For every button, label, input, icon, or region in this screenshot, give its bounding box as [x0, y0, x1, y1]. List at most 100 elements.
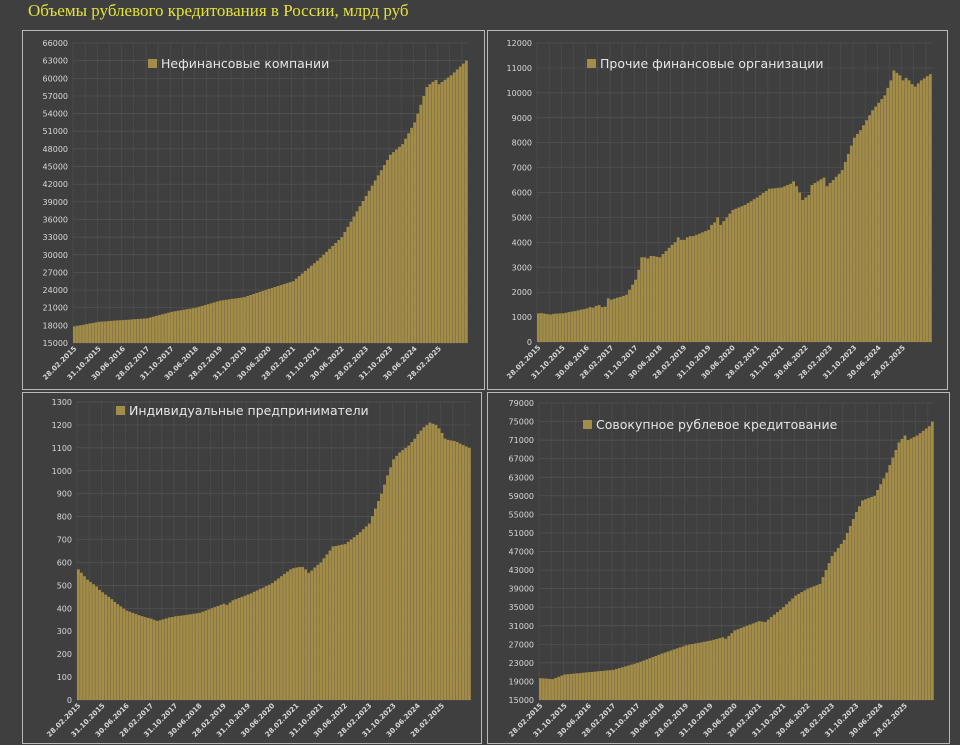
bar: [573, 311, 577, 342]
bar: [103, 321, 107, 343]
bar: [434, 80, 438, 343]
y-tick-label: 43000: [509, 566, 534, 575]
bar: [648, 658, 652, 700]
bar: [551, 679, 554, 700]
bar: [361, 529, 365, 700]
chart-svg: 15000 18000 21000 24000 27000 30000 33000 36000…: [41, 39, 468, 382]
bar: [392, 459, 395, 700]
bar: [192, 613, 195, 700]
bar: [101, 592, 105, 700]
bar: [152, 619, 156, 700]
bar: [198, 612, 202, 700]
y-tick-label: 4000: [512, 238, 532, 247]
bar: [593, 671, 597, 700]
bar: [149, 618, 153, 700]
bar: [631, 284, 634, 342]
bar: [322, 558, 326, 700]
bar: [709, 640, 712, 700]
bar: [667, 247, 671, 342]
bar: [367, 190, 371, 343]
bar: [79, 325, 82, 343]
bar: [864, 499, 867, 700]
bar: [727, 635, 731, 700]
bar: [215, 301, 219, 343]
bar: [862, 125, 865, 342]
bar: [906, 440, 910, 700]
bar: [449, 440, 453, 700]
bar: [304, 569, 308, 700]
bar: [267, 584, 271, 700]
bar: [730, 633, 734, 700]
bar: [176, 310, 180, 343]
bar: [346, 226, 350, 343]
bar: [867, 498, 870, 700]
bar: [755, 197, 759, 342]
bar: [703, 641, 706, 700]
bar: [716, 217, 720, 342]
bar: [325, 554, 329, 700]
bar: [404, 447, 408, 700]
bar: [343, 544, 347, 700]
bar: [386, 475, 389, 700]
bar: [91, 323, 95, 343]
bar: [115, 320, 119, 343]
bar: [913, 86, 917, 342]
bar: [588, 307, 592, 342]
bar: [925, 76, 929, 343]
bar: [303, 270, 307, 343]
y-tick-label: 45000: [43, 163, 68, 172]
bar: [646, 258, 650, 342]
y-tick-label: 23000: [509, 659, 534, 668]
bar: [874, 106, 878, 342]
bar: [609, 299, 613, 342]
bar: [446, 77, 450, 343]
y-tick-label: 1300: [52, 398, 72, 407]
bar: [316, 564, 320, 700]
bar: [642, 660, 646, 700]
bar: [361, 201, 365, 343]
bar: [873, 495, 877, 700]
bar: [392, 152, 395, 343]
legend-label: Совокупное рублевое кредитование: [596, 417, 838, 432]
bar: [197, 306, 201, 343]
bar: [780, 187, 783, 342]
bar: [859, 130, 862, 342]
y-tick-label: 31000: [509, 622, 534, 631]
bar: [825, 186, 829, 342]
bar: [307, 572, 311, 700]
bar: [240, 297, 243, 343]
bar: [419, 104, 423, 343]
bar: [760, 621, 764, 700]
bar: [690, 644, 694, 700]
bar: [431, 81, 435, 343]
bar: [186, 614, 189, 700]
bar: [815, 585, 819, 700]
bar: [891, 457, 895, 700]
chart-other-financial-orgs: 0 1000 2000 3000 4000 5000 6000 7000 8000 9000 100…: [487, 30, 948, 390]
bar: [764, 191, 768, 342]
bar: [301, 567, 305, 700]
bar: [675, 648, 679, 700]
bar: [786, 185, 789, 342]
legend-swatch: [587, 59, 596, 68]
y-tick-label: 0: [527, 338, 532, 347]
bar: [785, 604, 788, 700]
y-tick-label: 500: [57, 581, 72, 590]
bar: [313, 567, 317, 700]
bar: [748, 624, 752, 700]
bar: [813, 183, 817, 342]
bar: [915, 435, 919, 700]
bar: [833, 552, 837, 700]
bar: [125, 610, 129, 700]
bar: [179, 310, 183, 343]
bar: [871, 110, 875, 343]
bar: [888, 465, 892, 700]
bar: [231, 298, 234, 343]
bar: [92, 584, 95, 700]
bar: [548, 678, 551, 700]
bar: [848, 525, 852, 700]
bar: [798, 192, 802, 342]
bar: [106, 321, 110, 343]
bar: [922, 78, 926, 343]
y-tick-label: 12000: [507, 39, 532, 48]
